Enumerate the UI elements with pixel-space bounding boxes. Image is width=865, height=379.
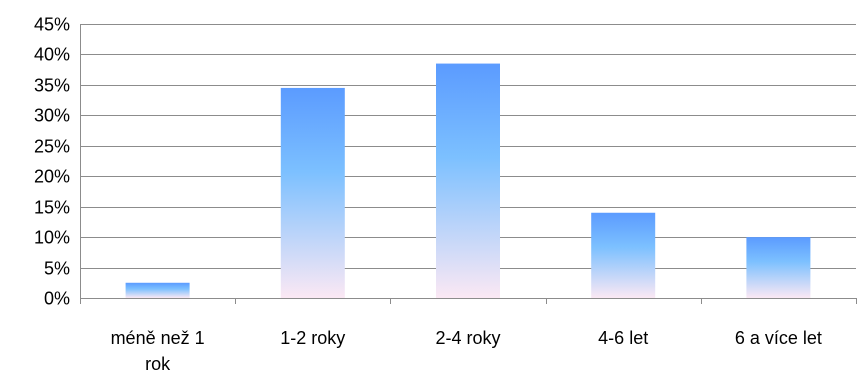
y-tick-label: 20% <box>34 167 70 187</box>
y-tick-label: 30% <box>34 106 70 126</box>
x-tick-label: 2-4 roky <box>435 328 500 348</box>
y-tick-label: 40% <box>34 45 70 65</box>
bar <box>591 212 656 298</box>
x-tick-label: 1-2 roky <box>280 328 345 348</box>
bar <box>436 63 500 299</box>
y-tick-label: 0% <box>44 289 70 309</box>
x-tick-label: 6 a více let <box>735 328 822 348</box>
y-tick-label: 35% <box>34 76 70 96</box>
bar <box>746 237 811 298</box>
y-tick-labels: 0% 5% 10% 15% 20% 25% 30% 35% 40% 45% <box>34 15 70 309</box>
x-tick-label: méně než 1 rok <box>111 328 205 374</box>
y-tick-label: 15% <box>34 198 70 218</box>
y-tick-label: 10% <box>34 228 70 248</box>
bar <box>280 87 345 298</box>
axes <box>80 24 857 304</box>
y-tick-label: 45% <box>34 15 70 35</box>
bar <box>125 282 190 298</box>
x-tick-label: 4-6 let <box>598 328 648 348</box>
x-tick-labels: méně než 1 rok 1-2 roky 2-4 roky 4-6 let 6 a … <box>111 328 822 374</box>
bars <box>125 63 811 299</box>
y-tick-label: 25% <box>34 137 70 157</box>
y-tick-label: 5% <box>44 259 70 279</box>
